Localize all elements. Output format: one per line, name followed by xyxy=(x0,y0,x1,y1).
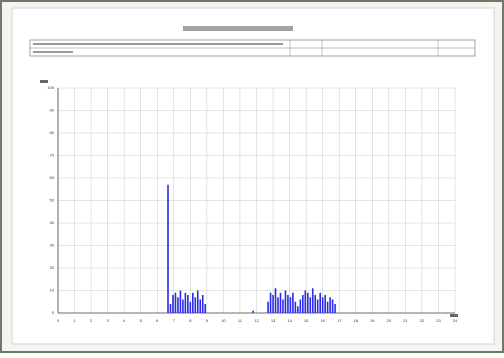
bar xyxy=(277,297,279,313)
x-tick-label: 11 xyxy=(238,318,243,323)
x-tick-label: 9 xyxy=(206,318,209,323)
bar xyxy=(189,301,192,313)
bar xyxy=(316,299,319,313)
bar xyxy=(319,292,321,313)
bar xyxy=(192,292,194,313)
bar xyxy=(321,297,324,313)
bar xyxy=(169,304,172,313)
header-text-block xyxy=(33,51,73,53)
x-tick-label: 16 xyxy=(320,318,325,323)
y-tick-label: 70 xyxy=(50,153,55,158)
bar xyxy=(274,288,277,313)
bar xyxy=(179,290,182,313)
bar xyxy=(174,292,177,313)
y-tick-label: 50 xyxy=(50,198,55,203)
bar xyxy=(199,299,202,313)
x-tick-label: 23 xyxy=(436,318,441,323)
axis-unit-block xyxy=(450,314,458,317)
x-tick-label: 1 xyxy=(73,318,76,323)
x-tick-label: 21 xyxy=(403,318,408,323)
header-text-block xyxy=(33,43,283,45)
bar xyxy=(292,292,294,313)
x-tick-label: 5 xyxy=(140,318,143,323)
bar xyxy=(314,295,317,313)
x-tick-label: 13 xyxy=(271,318,276,323)
y-tick-label: 80 xyxy=(50,130,55,135)
x-tick-label: 14 xyxy=(287,318,292,323)
bar xyxy=(324,295,326,313)
y-tick-label: 30 xyxy=(50,243,55,248)
x-tick-label: 20 xyxy=(387,318,392,323)
y-tick-label: 90 xyxy=(50,108,55,113)
axis-unit-block xyxy=(40,80,48,83)
bar xyxy=(172,295,174,313)
bar xyxy=(334,304,336,313)
bar xyxy=(177,297,179,313)
bar xyxy=(279,292,282,313)
bar xyxy=(331,299,334,313)
bar xyxy=(311,288,314,313)
title-block xyxy=(183,26,293,31)
x-tick-label: 3 xyxy=(107,318,110,323)
bar xyxy=(302,295,304,313)
bar xyxy=(269,292,272,313)
y-tick-label: 10 xyxy=(50,288,55,293)
bar xyxy=(267,301,269,313)
x-tick-label: 4 xyxy=(123,318,126,323)
bar xyxy=(304,290,307,313)
x-tick-label: 0 xyxy=(57,318,60,323)
y-tick-label: 0 xyxy=(52,310,55,315)
x-tick-label: 17 xyxy=(337,318,342,323)
bar xyxy=(182,299,184,313)
bar xyxy=(201,295,204,313)
y-tick-label: 40 xyxy=(50,220,55,225)
bar xyxy=(309,297,312,313)
y-tick-label: 20 xyxy=(50,265,55,270)
bar xyxy=(252,310,254,313)
paper xyxy=(11,7,495,345)
bar xyxy=(306,292,309,313)
x-tick-label: 6 xyxy=(156,318,159,323)
bar xyxy=(184,292,187,313)
x-tick-label: 10 xyxy=(221,318,226,323)
bar xyxy=(272,295,274,313)
bar xyxy=(289,297,292,313)
x-tick-label: 12 xyxy=(254,318,259,323)
x-tick-label: 2 xyxy=(90,318,93,323)
bar xyxy=(287,295,289,313)
bar xyxy=(329,297,331,313)
x-tick-label: 7 xyxy=(173,318,176,323)
y-tick-label: 60 xyxy=(50,175,55,180)
y-tick-label: 100 xyxy=(47,85,54,90)
x-tick-label: 22 xyxy=(420,318,425,323)
bar xyxy=(299,299,302,313)
bar xyxy=(187,295,189,313)
x-tick-label: 24 xyxy=(453,318,458,323)
x-tick-label: 19 xyxy=(370,318,375,323)
bar xyxy=(196,290,199,313)
bar xyxy=(194,297,197,313)
bar xyxy=(326,301,329,313)
x-tick-label: 15 xyxy=(304,318,309,323)
bar xyxy=(204,304,207,313)
x-tick-label: 8 xyxy=(189,318,192,323)
bar xyxy=(284,290,287,313)
x-tick-label: 18 xyxy=(354,318,359,323)
bar xyxy=(282,299,284,313)
bar xyxy=(294,301,297,313)
bar xyxy=(297,306,299,313)
bar xyxy=(167,184,169,313)
